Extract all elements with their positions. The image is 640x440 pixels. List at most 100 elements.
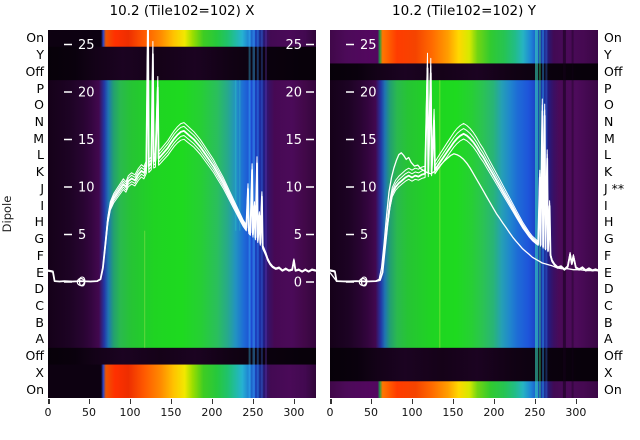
row-label: E: [36, 264, 44, 280]
x-tick-mark: [293, 399, 296, 404]
svg-text:15: 15: [360, 133, 377, 148]
x-tick-label: 100: [119, 406, 141, 419]
x-tick-label: 150: [160, 406, 182, 419]
dipole-labels-right: On Y Off P O N M L K J ** I H G F E D C B A Off X On: [604, 0, 640, 440]
row-label: B: [604, 314, 613, 330]
heatmap-panel-x: 25 25 20 20 15 15 10 10 5 5 0 0: [48, 30, 316, 399]
row-label: X: [35, 364, 44, 380]
svg-text:10: 10: [285, 181, 302, 196]
x-tick-mark: [252, 399, 255, 404]
svg-text:20: 20: [78, 86, 95, 101]
svg-text:20: 20: [360, 86, 377, 101]
row-label: J: [40, 180, 44, 196]
x-tick-mark: [170, 399, 173, 404]
row-label: C: [35, 298, 44, 313]
row-label: On: [26, 30, 44, 46]
svg-text:0: 0: [294, 276, 302, 291]
row-label: N: [34, 114, 44, 129]
svg-text:10: 10: [78, 181, 95, 196]
x-tick-mark: [575, 399, 578, 404]
x-tick-label: 50: [81, 406, 96, 419]
row-label: P: [604, 80, 612, 96]
x-tick-label: 100: [401, 406, 423, 419]
row-label: K: [35, 164, 44, 180]
x-tick-label: 200: [483, 406, 505, 419]
row-label: On: [604, 381, 622, 397]
row-label: Y: [36, 47, 44, 63]
row-label: C: [604, 298, 613, 313]
row-label: M: [604, 130, 615, 146]
row-label: K: [604, 164, 613, 180]
x-tick-mark: [452, 399, 455, 404]
svg-text:25: 25: [360, 38, 377, 53]
row-label: O: [34, 97, 44, 113]
x-tick-mark: [129, 399, 132, 404]
x-tick-label: 300: [283, 406, 305, 419]
x-tick-mark: [493, 399, 496, 404]
row-label: M: [33, 130, 44, 146]
heatmap-panel-y: 25 20 15 10 5 0: [330, 30, 598, 399]
svg-text:5: 5: [78, 228, 86, 243]
x-tick-mark: [211, 399, 214, 404]
x-tick-mark: [370, 399, 373, 404]
row-label: F: [36, 247, 44, 263]
dipole-labels-left: On Y Off P O N M L K J I H G F E D C B A Off X On: [0, 0, 44, 440]
x-tick-label: 250: [242, 406, 264, 419]
svg-text:25: 25: [285, 38, 302, 53]
row-label: L: [37, 147, 44, 163]
row-label: On: [26, 381, 44, 397]
row-label: Off: [604, 348, 623, 364]
row-label: G: [604, 231, 614, 247]
row-label: Off: [25, 63, 44, 79]
x-tick-mark: [330, 399, 332, 404]
row-label: H: [604, 214, 614, 230]
row-label: A: [35, 331, 44, 347]
row-label: G: [34, 231, 44, 247]
svg-text:20: 20: [285, 86, 302, 101]
row-label: D: [34, 281, 44, 297]
row-label: I: [40, 197, 44, 213]
svg-text:0: 0: [78, 276, 86, 291]
row-label: J **: [604, 180, 625, 196]
row-label: X: [604, 364, 613, 380]
dipole-axis-label: Dipole: [0, 195, 14, 233]
x-tick-label: 150: [442, 406, 464, 419]
heatmap-svg-y: 25 20 15 10 5 0: [330, 30, 598, 399]
x-tick-label: 200: [201, 406, 223, 419]
x-tick-mark: [48, 399, 50, 404]
row-label: A: [604, 331, 613, 347]
row-label: N: [604, 114, 614, 129]
x-tick-label: 0: [326, 406, 334, 419]
row-label: O: [604, 97, 614, 113]
row-label: E: [604, 264, 612, 280]
svg-text:25: 25: [78, 38, 95, 53]
panel-x-title: 10.2 (Tile102=102) X: [109, 3, 255, 19]
svg-text:10: 10: [360, 181, 377, 196]
x-tick-mark: [534, 399, 537, 404]
row-label: D: [604, 281, 614, 297]
row-label: Y: [604, 47, 612, 63]
row-label: Off: [604, 63, 623, 79]
row-label: H: [34, 214, 44, 230]
row-label: B: [35, 314, 44, 330]
row-label: P: [36, 80, 44, 96]
x-tick-label: 50: [363, 406, 378, 419]
row-label: Off: [25, 348, 44, 364]
row-label: L: [604, 147, 611, 163]
row-label: F: [604, 247, 612, 263]
svg-text:5: 5: [360, 228, 368, 243]
x-tick-mark: [411, 399, 414, 404]
x-tick-label: 250: [524, 406, 546, 419]
row-label: On: [604, 30, 622, 46]
x-tick-label: 300: [565, 406, 587, 419]
svg-text:15: 15: [285, 133, 302, 148]
x-tick-label: 0: [44, 406, 52, 419]
row-label: I: [604, 197, 608, 213]
svg-text:0: 0: [360, 276, 368, 291]
svg-text:15: 15: [78, 133, 95, 148]
panel-y-title: 10.2 (Tile102=102) Y: [392, 3, 536, 19]
x-tick-mark: [88, 399, 91, 404]
heatmap-svg-x: 25 25 20 20 15 15 10 10 5 5 0 0: [48, 30, 316, 399]
svg-text:5: 5: [294, 228, 302, 243]
